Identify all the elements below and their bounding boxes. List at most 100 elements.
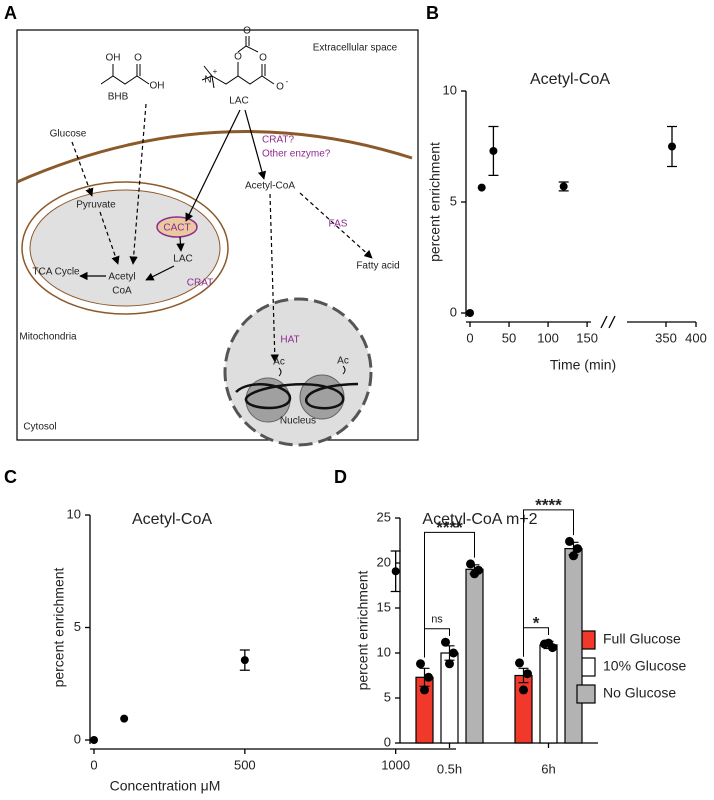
replicate-point [424,672,433,682]
x-tick-label: 6h [541,761,555,776]
significance-label: **** [436,518,463,537]
x-tick-label: 150 [576,330,598,345]
significance-label: * [533,613,540,632]
replicate-point [470,569,479,579]
data-point [240,656,249,665]
label: CRAT? [262,135,294,146]
x-tick-label: 0.5h [437,761,462,776]
atom: OH [106,53,121,64]
x-tick-label: 1000 [381,757,410,772]
label: Cytosol [23,422,56,433]
x-tick-label: 50 [502,330,516,345]
bar [564,547,583,744]
diagram-frame [16,29,419,441]
label: Nucleus [280,416,316,427]
label: FAS [329,219,348,230]
replicate-point [416,659,425,669]
label: Ac [273,357,285,368]
data-point [489,146,498,155]
label: BHB [108,92,129,103]
chart-title: Acetyl-CoA [132,511,212,528]
atom: O [234,52,242,63]
y-tick-label: 10 [443,82,457,97]
panel-label: B [426,3,439,23]
chart-title: Acetyl-CoA m+2 [422,511,537,528]
y-tick-label: 0 [450,304,457,319]
replicate-point [441,637,450,647]
replicate-point [544,638,553,648]
chart-title: Acetyl-CoA [530,71,610,88]
y-tick-label: 25 [377,509,391,524]
y-tick-label: 15 [377,599,391,614]
atom: + [213,67,218,76]
significance-bracket [523,509,574,657]
y-tick-label: 20 [377,554,391,569]
panel-label: C [4,467,17,487]
replicate-point [565,536,574,546]
atom: O [134,53,142,64]
bar [465,568,484,744]
label: CACT [163,223,190,234]
replicate-point [515,658,524,668]
data-point [120,714,129,723]
axis-break [600,315,616,329]
replicate-point [519,685,528,695]
arrows [71,103,373,363]
x-axis-label: Concentration μM [110,778,221,794]
y-axis-label: percent enrichment [51,567,67,687]
label: Acetyl [108,272,135,283]
acetyl-tail [278,365,346,377]
data-point [477,183,486,192]
significance-bracket [424,531,475,658]
label: Other enzyme? [262,149,331,160]
replicate-point [523,669,532,679]
label: LAC [229,96,248,107]
x-tick-label: 0 [466,330,473,345]
atom: O [259,53,267,64]
label: HAT [280,335,299,346]
x-tick-label: 500 [234,757,256,772]
label: Pyruvate [76,200,116,211]
replicate-point [573,544,582,554]
cact-transporter [156,216,198,238]
dna [235,382,359,410]
y-tick-label: 5 [74,619,81,634]
data-point [559,182,568,191]
significance-label: **** [535,495,562,514]
label: Acetyl-CoA [245,181,295,192]
x-tick-label: 100 [537,330,559,345]
label: TCA Cycle [32,267,80,278]
label: Fatty acid [356,261,399,272]
x-tick-label: 0 [90,757,97,772]
panel-label: D [334,467,347,487]
atom: - [286,77,289,86]
y-axis-label: percent enrichment [355,570,371,690]
label: CoA [112,286,132,297]
y-tick-label: 5 [384,689,391,704]
replicate-point [569,551,578,561]
replicate-point [466,559,475,569]
diagram: Extracellular space Glucose BHB OH O OH … [16,26,419,447]
data-point [391,567,400,576]
y-tick-label: 0 [384,734,391,749]
label: Extracellular space [313,43,398,54]
label: CRAT [187,278,213,289]
replicate-point [445,659,454,669]
data-point [90,736,98,744]
chem-structures [100,36,275,89]
membrane [16,130,413,184]
replicate-point [420,685,429,695]
x-tick-label: 400 [685,330,707,345]
y-axis-label: percent enrichment [427,142,443,262]
y-tick-label: 0 [74,731,81,746]
atom: N [204,75,211,86]
legend-label: No Glucose [603,685,676,701]
x-axis-label: Time (min) [550,357,616,373]
significance-label: ns [431,614,443,626]
data-point [466,309,474,317]
bar [539,644,558,744]
panel-label: A [4,3,17,23]
label: LAC [173,254,192,265]
x-tick-label: 350 [655,330,677,345]
